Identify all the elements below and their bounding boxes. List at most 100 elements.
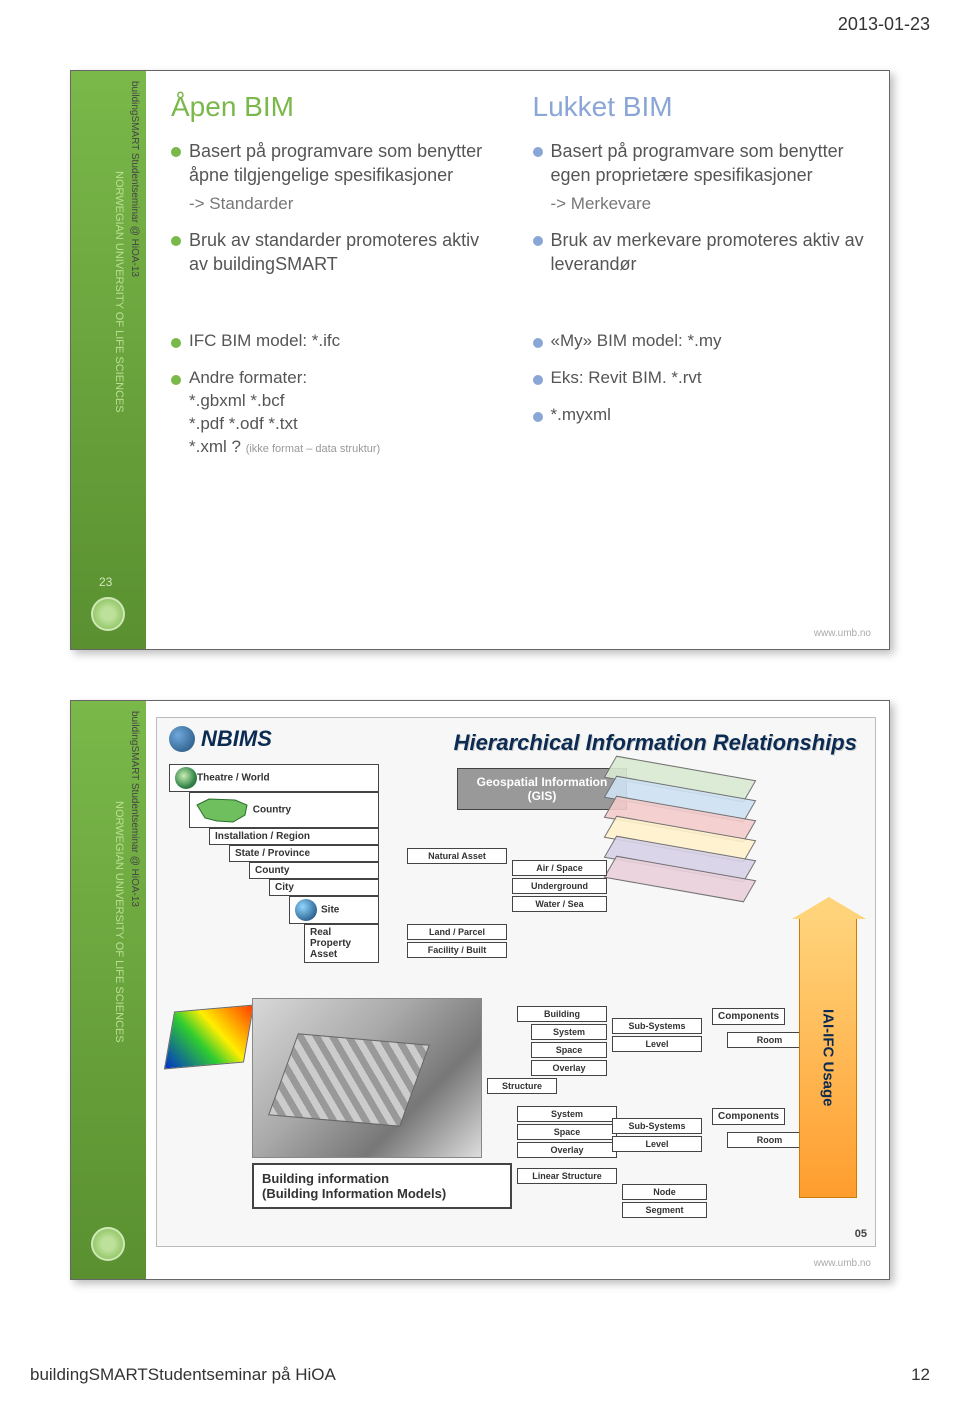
open-bim-title: Åpen BIM <box>171 91 503 123</box>
components-box-2: Components <box>712 1108 785 1125</box>
sub-box: Level <box>612 1036 702 1052</box>
hier-box: City <box>269 879 379 896</box>
node-box: Segment <box>622 1202 707 1218</box>
list-text: Basert på programvare som benytter åpne … <box>189 141 482 185</box>
format-item: *.myxml <box>533 404 865 427</box>
hier-label: Site <box>321 905 339 916</box>
bullet-icon <box>533 338 543 348</box>
bullet-icon <box>533 412 543 422</box>
nat-box: Underground <box>512 878 607 894</box>
hier-label: Theatre / World <box>197 773 270 784</box>
ifc-usage-arrow: IAI-IFC Usage <box>799 918 857 1198</box>
open-bim-item: Bruk av standarder promoteres aktiv av b… <box>171 228 503 277</box>
bullet-icon <box>171 147 181 157</box>
nbims-logo: NBIMS <box>169 726 272 752</box>
bim-collage-image <box>252 998 482 1158</box>
nat-detail-col: Air / Space Underground Water / Sea <box>512 860 607 914</box>
sidebar-event: buildingSMART Studentseminar @ HiOA-13 <box>129 711 140 907</box>
university-seal-icon <box>91 1227 125 1261</box>
hier-box: Installation / Region <box>209 828 379 845</box>
open-bim-formats: IFC BIM model: *.ifc Andre formater: *.g… <box>171 330 503 473</box>
nat-box: Facility / Built <box>407 942 507 958</box>
hier-box: Country <box>189 792 379 828</box>
slide-1: NORWEGIAN UNIVERSITY OF LIFE SCIENCES bu… <box>70 70 890 650</box>
sub-box: Level <box>612 1136 702 1152</box>
hier-box: County <box>249 862 379 879</box>
build-box: Building <box>517 1006 607 1022</box>
open-bim-column: Åpen BIM Basert på programvare som benyt… <box>171 91 503 290</box>
university-seal-icon <box>91 597 125 631</box>
bullet-icon <box>533 236 543 246</box>
slide-sidebar: NORWEGIAN UNIVERSITY OF LIFE SCIENCES bu… <box>71 701 146 1279</box>
nbims-diagram: NBIMS Hierarchical Information Relations… <box>156 717 876 1247</box>
closed-bim-item: Bruk av merkevare promoteres aktiv av le… <box>533 228 865 277</box>
hierarchy-column: Theatre / World Country Installation / R… <box>169 764 379 963</box>
hier-box: Site <box>289 896 379 924</box>
closed-bim-title: Lukket BIM <box>533 91 865 123</box>
hier-box: Real Property Asset <box>304 924 379 963</box>
list-text: Bruk av standarder promoteres aktiv av b… <box>189 230 479 274</box>
globe-icon <box>169 726 195 752</box>
hier-label: Real Property Asset <box>310 927 351 960</box>
list-text: Bruk av merkevare promoteres aktiv av le… <box>551 230 864 274</box>
bullet-icon <box>171 338 181 348</box>
natural-asset-col: Natural Asset Land / Parcel Facility / B… <box>407 848 507 960</box>
open-bim-item: Basert på programvare som benytter åpne … <box>171 139 503 188</box>
list-text: Basert på programvare som benytter egen … <box>551 141 844 185</box>
slide-number: 23 <box>99 575 112 589</box>
format-item: Andre formater: *.gbxml *.bcf *.pdf *.od… <box>171 367 503 459</box>
bullet-icon <box>533 147 543 157</box>
bullet-icon <box>171 375 181 385</box>
list-text: *.myxml <box>551 405 611 424</box>
linear-structure-col: System Space Overlay <box>517 1106 617 1160</box>
sidebar-org: NORWEGIAN UNIVERSITY OF LIFE SCIENCES <box>113 801 125 1043</box>
node-segment-col: Node Segment <box>622 1184 707 1220</box>
format-item: «My» BIM model: *.my <box>533 330 865 353</box>
nat-box: Land / Parcel <box>407 924 507 940</box>
page-date: 2013-01-23 <box>838 14 930 35</box>
page-footer: buildingSMARTStudentseminar på HiOA <box>30 1365 336 1385</box>
sphere-icon <box>295 899 317 921</box>
sub-box: Sub-Systems <box>612 1118 702 1134</box>
linear-structure-label: Linear Structure <box>517 1168 617 1184</box>
closed-bim-formats: «My» BIM model: *.my Eks: Revit BIM. *.r… <box>533 330 865 473</box>
build-box: System <box>531 1024 607 1040</box>
build-box: Space <box>531 1042 607 1058</box>
hier-label: Country <box>253 805 291 816</box>
open-bim-sub: -> Standarder <box>171 194 503 214</box>
closed-bim-item: Basert på programvare som benytter egen … <box>533 139 865 188</box>
layer-stack <box>595 768 765 908</box>
slide1-content: Åpen BIM Basert på programvare som benyt… <box>146 71 889 649</box>
sub-box: Sub-Systems <box>612 1018 702 1034</box>
bullet-icon <box>171 236 181 246</box>
structure-box: Structure <box>487 1078 557 1094</box>
earth-icon <box>175 767 197 789</box>
build-box: Overlay <box>531 1060 607 1076</box>
tiny-note: (ikke format – data struktur) <box>246 443 381 455</box>
url-label: www.umb.no <box>814 628 871 639</box>
slide-sidebar: NORWEGIAN UNIVERSITY OF LIFE SCIENCES bu… <box>71 71 146 649</box>
nat-box: Natural Asset <box>407 848 507 864</box>
list-text: «My» BIM model: *.my <box>551 331 722 350</box>
lin-box: System <box>517 1106 617 1122</box>
closed-bim-column: Lukket BIM Basert på programvare som ben… <box>533 91 865 290</box>
bim-label: Building information (Building Informati… <box>252 1163 512 1209</box>
list-text: Eks: Revit BIM. *.rvt <box>551 368 702 387</box>
hier-label: County <box>255 865 289 876</box>
components-box: Components <box>712 1008 785 1025</box>
hier-label: State / Province <box>235 848 310 859</box>
hier-label: Installation / Region <box>215 831 310 842</box>
closed-bim-sub: -> Merkevare <box>533 194 865 214</box>
usa-map-icon <box>195 795 250 825</box>
diagram-title: Hierarchical Information Relationships <box>454 730 857 756</box>
page-number: 12 <box>911 1365 930 1385</box>
bullet-icon <box>533 375 543 385</box>
sidebar-event: buildingSMART Studentseminar @ HiOA-13 <box>129 81 140 277</box>
list-text: IFC BIM model: *.ifc <box>189 331 340 350</box>
node-box: Node <box>622 1184 707 1200</box>
building-col: Building System Space Overlay <box>517 1006 607 1078</box>
subsystem-col: Sub-Systems Level <box>612 1018 702 1054</box>
hier-label: City <box>275 882 294 893</box>
inner-slide-num: 05 <box>855 1228 867 1240</box>
arrow-label: IAI-IFC Usage <box>820 1009 837 1107</box>
